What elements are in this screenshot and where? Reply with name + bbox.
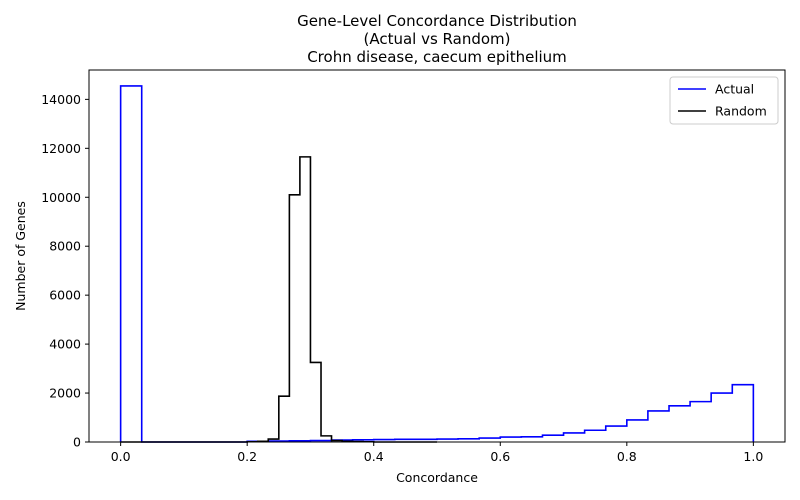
x-tick-label: 1.0 [743,449,763,464]
y-tick-label: 8000 [49,239,81,254]
legend: Actual Random [669,76,779,125]
x-tick-label: 0.8 [617,449,637,464]
x-tick-label: 0.2 [237,449,257,464]
y-axis-label: Number of Genes [13,201,28,311]
legend-label-random: Random [715,104,767,119]
y-tick-label: 0 [73,435,81,450]
x-tick-label: 0.0 [111,449,131,464]
y-tick-label: 10000 [41,190,81,205]
title-line-2: (Actual vs Random) [363,30,510,48]
x-tick-label: 0.4 [364,449,384,464]
x-tick-label: 0.6 [490,449,510,464]
title-line-3: Crohn disease, caecum epithelium [307,48,567,66]
legend-label-actual: Actual [715,82,754,97]
x-axis-label: Concordance [396,470,478,485]
y-tick-label: 4000 [49,337,81,352]
title-line-1: Gene-Level Concordance Distribution [297,12,577,30]
y-tick-label: 14000 [41,92,81,107]
y-tick-label: 12000 [41,141,81,156]
y-tick-label: 6000 [49,288,81,303]
chart-title: Gene-Level Concordance Distribution (Act… [297,12,577,66]
plot-frame [88,69,786,443]
y-tick-label: 2000 [49,386,81,401]
